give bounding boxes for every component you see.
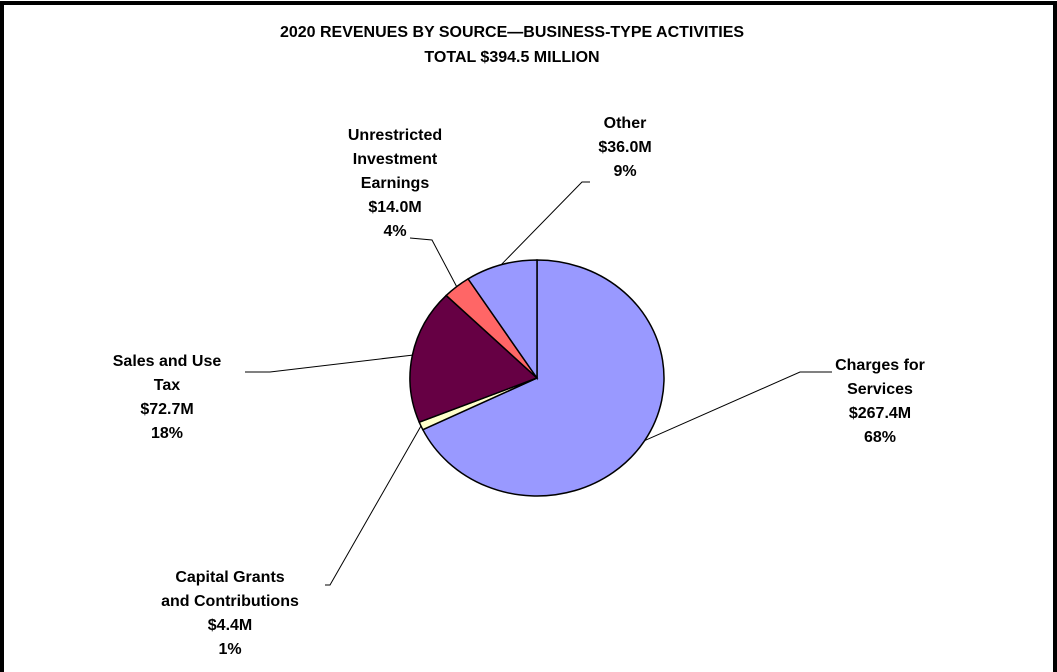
leader-line bbox=[409, 237, 458, 287]
value-label: $14.0M bbox=[368, 199, 421, 216]
chart-title: 2020 REVENUES BY SOURCE—BUSINESS-TYPE AC… bbox=[280, 24, 744, 41]
percent-label: 68% bbox=[864, 429, 896, 446]
slice-label: Unrestricted Investment Earnings bbox=[348, 127, 442, 192]
percent-label: 4% bbox=[383, 223, 406, 240]
chart-subtitle: TOTAL $394.5 MILLION bbox=[424, 49, 599, 66]
percent-label: 18% bbox=[151, 425, 183, 442]
leader-line bbox=[644, 371, 832, 442]
value-label: $72.7M bbox=[140, 401, 193, 418]
leader-line bbox=[500, 181, 590, 266]
pie-slice bbox=[421, 259, 665, 497]
slice-label: Other bbox=[604, 115, 647, 132]
leader-line bbox=[325, 425, 422, 586]
slice-label: Capital Grants and Contributions bbox=[161, 569, 299, 610]
value-label: $267.4M bbox=[849, 405, 911, 422]
percent-label: 1% bbox=[218, 641, 241, 658]
percent-label: 9% bbox=[613, 163, 636, 180]
value-label: $4.4M bbox=[208, 617, 252, 634]
pie-slice bbox=[409, 294, 539, 424]
slice-label: Charges for Services bbox=[835, 357, 925, 398]
leader-line bbox=[245, 354, 413, 373]
slice-label: Sales and Use Tax bbox=[113, 353, 222, 394]
value-label: $36.0M bbox=[598, 139, 651, 156]
